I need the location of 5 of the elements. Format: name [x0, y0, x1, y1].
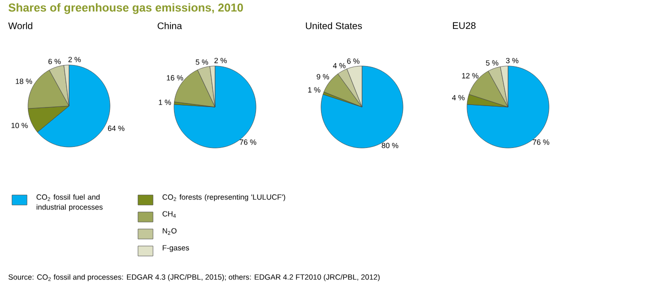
chart-title: Shares of greenhouse gas emissions, 2010	[8, 3, 243, 14]
chart-subtitle: China	[158, 22, 182, 30]
chart-subtitle: United States	[306, 22, 362, 30]
chart-subtitle: EU28	[452, 22, 476, 29]
chart-subtitle: World	[8, 22, 32, 30]
